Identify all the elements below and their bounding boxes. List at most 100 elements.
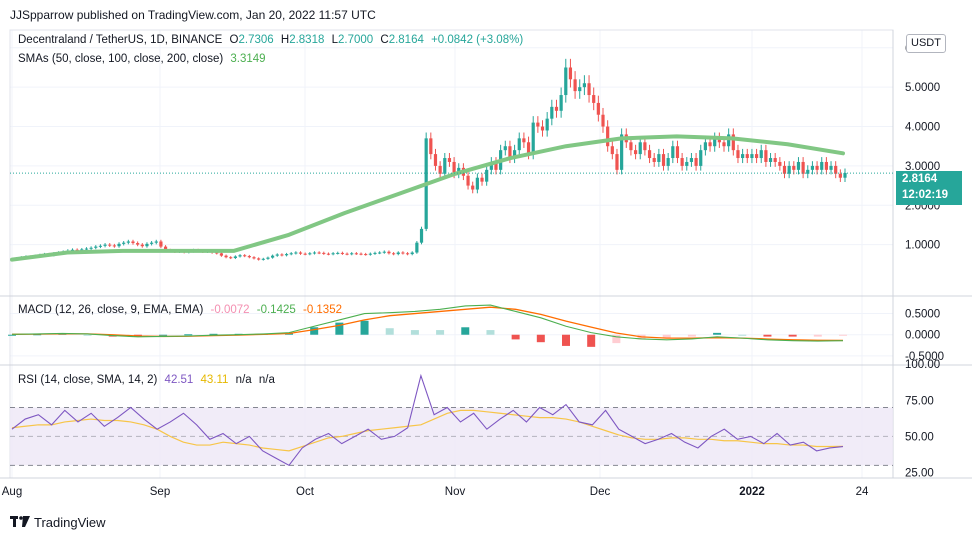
candle xyxy=(387,251,391,254)
candle xyxy=(806,169,810,174)
candle xyxy=(475,177,479,190)
candle xyxy=(447,158,452,162)
candle xyxy=(713,138,717,147)
macd-histogram-bar xyxy=(713,332,722,335)
candle xyxy=(308,253,312,255)
candle xyxy=(350,253,354,255)
rsi-tick-label: 100.00 xyxy=(905,359,940,371)
candle xyxy=(652,158,656,162)
candle xyxy=(596,102,600,115)
currency-unit-button[interactable]: USDT xyxy=(906,34,946,53)
ohlc-change: +0.0842 (+3.08%) xyxy=(431,34,524,46)
candle xyxy=(531,122,535,155)
candle xyxy=(368,253,372,255)
macd-legend[interactable]: MACD (12, 26, close, 9, EMA, EMA) -0.007… xyxy=(18,304,346,316)
rsi-ma-line xyxy=(11,409,844,452)
candle xyxy=(782,165,787,174)
candle xyxy=(145,243,149,247)
rsi-legend[interactable]: RSI (14, close, SMA, 14, 2) 42.51 43.11 … xyxy=(18,374,279,386)
macd-histogram-bar xyxy=(587,334,596,347)
candle xyxy=(410,252,414,255)
candle xyxy=(517,138,521,151)
candle xyxy=(163,246,168,251)
candle xyxy=(117,243,121,247)
candle xyxy=(824,161,828,170)
rsi-label[interactable]: RSI (14, close, SMA, 14, 2) xyxy=(18,374,158,386)
sma-legend[interactable]: SMAs (50, close, 100, close, 200, close)… xyxy=(18,53,270,65)
candle xyxy=(289,253,293,255)
candle xyxy=(154,241,158,243)
candle xyxy=(620,134,624,170)
candle xyxy=(131,241,135,244)
candle xyxy=(568,67,573,80)
candle xyxy=(671,146,675,159)
time-axis[interactable]: Aug Sep Oct Nov Dec 2022 24 xyxy=(2,486,869,498)
candle xyxy=(768,158,773,162)
candle xyxy=(415,242,419,253)
candle xyxy=(494,161,498,170)
candle xyxy=(382,251,386,253)
candle xyxy=(708,142,712,147)
candle xyxy=(787,165,791,174)
macd-tick-label: -0.5000 xyxy=(905,351,944,363)
candle xyxy=(224,255,228,258)
last-price-tag: 2.8164 12:02:19 xyxy=(896,171,962,205)
rsi-tick-label: 25.00 xyxy=(905,468,934,480)
candle xyxy=(243,255,247,257)
macd-histogram-bar xyxy=(410,330,419,335)
candle xyxy=(89,247,93,249)
candle xyxy=(98,245,103,247)
candle xyxy=(815,165,819,170)
macd-hist-value: -0.0072 xyxy=(210,304,250,316)
candle xyxy=(103,244,107,246)
candle xyxy=(745,154,749,159)
macd-histogram-bar xyxy=(209,333,218,335)
candle xyxy=(582,83,586,88)
candle xyxy=(722,142,726,147)
symbol-title[interactable]: Decentraland / TetherUS, 1D, BINANCE xyxy=(18,34,223,46)
macd-histogram-bar xyxy=(436,330,445,335)
candle xyxy=(643,142,647,151)
candle xyxy=(754,154,759,159)
macd-histogram-bar xyxy=(788,334,797,337)
candle xyxy=(550,106,554,119)
bar-countdown: 12:02:19 xyxy=(902,189,949,201)
candle xyxy=(136,243,140,245)
candle xyxy=(578,87,582,92)
candle xyxy=(405,253,410,255)
candle xyxy=(401,252,405,254)
candle xyxy=(419,228,424,243)
main-legend[interactable]: Decentraland / TetherUS, 1D, BINANCE O2.… xyxy=(18,34,527,46)
price-axis[interactable]: 1.00002.00003.00004.00005.00006.00000.50… xyxy=(905,43,944,480)
candle xyxy=(699,150,703,166)
candle xyxy=(238,255,242,257)
rsi-value: 42.51 xyxy=(164,374,194,386)
macd-histogram-bar xyxy=(8,334,16,336)
rsi-na-2: n/a xyxy=(258,374,275,386)
candle xyxy=(345,253,349,255)
rsi-ma-value: 43.11 xyxy=(200,374,229,386)
macd-label[interactable]: MACD (12, 26, close, 9, EMA, EMA) xyxy=(18,304,204,316)
candle xyxy=(610,146,614,155)
sma-label[interactable]: SMAs (50, close, 100, close, 200, close) xyxy=(18,53,224,65)
macd-histogram-bar xyxy=(763,334,772,337)
candle xyxy=(378,252,382,254)
candle xyxy=(838,173,842,178)
candle xyxy=(354,253,358,255)
macd-layer xyxy=(8,304,847,347)
publish-header: JJSpparrow published on TradingView.com,… xyxy=(10,8,376,22)
ohlc-close: C2.8164 xyxy=(380,34,424,46)
macd-histogram-bar xyxy=(687,334,696,337)
candle xyxy=(452,161,456,174)
candle xyxy=(759,150,763,159)
candle xyxy=(429,138,433,155)
candle xyxy=(773,158,777,162)
brand[interactable]: TradingView xyxy=(10,515,106,530)
macd-histogram-bar xyxy=(813,334,822,337)
pane-separators xyxy=(0,29,972,479)
candle xyxy=(741,154,745,159)
brand-name: TradingView xyxy=(34,515,106,530)
candle xyxy=(820,161,824,170)
time-tick-label: Dec xyxy=(590,486,611,498)
